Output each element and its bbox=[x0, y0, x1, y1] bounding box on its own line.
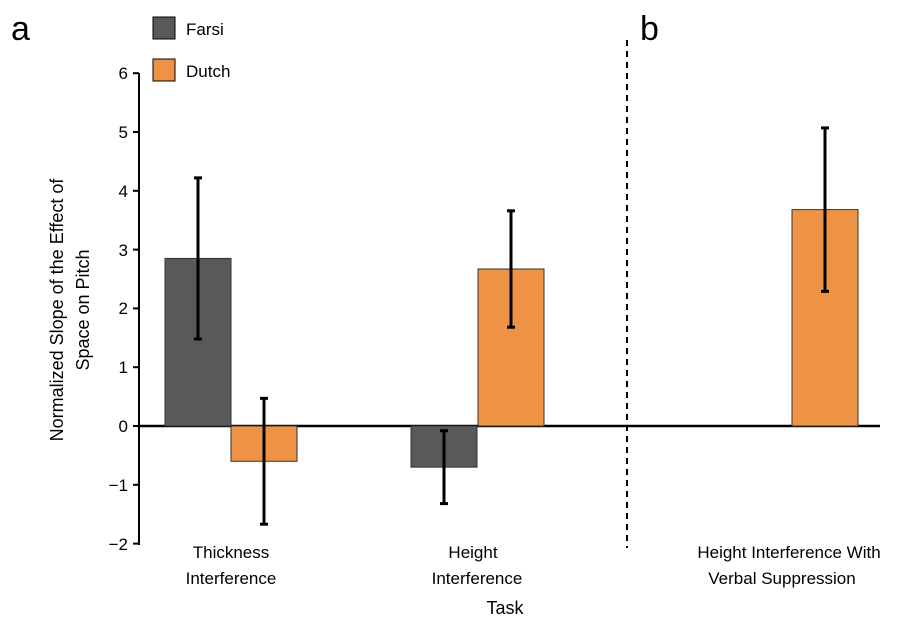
y-tick-label: 2 bbox=[119, 299, 128, 318]
error-bar-dutch bbox=[260, 396, 268, 526]
y-tick-label: 5 bbox=[119, 123, 128, 142]
category-label: Interference bbox=[186, 569, 277, 588]
y-tick-label: 1 bbox=[119, 358, 128, 377]
y-tick-label: 6 bbox=[119, 64, 128, 83]
y-tick-label: −2 bbox=[109, 535, 128, 554]
y-ticks-layer bbox=[133, 72, 139, 545]
bars-layer bbox=[164, 126, 859, 526]
panel-label-a: a bbox=[11, 10, 30, 48]
category-label: Height Interference With bbox=[697, 543, 880, 562]
legend-swatch-farsi bbox=[152, 16, 176, 40]
legend-swatch-dutch bbox=[152, 58, 176, 82]
y-axis-title-line-1: Normalized Slope of the Effect of bbox=[47, 178, 67, 442]
y-tick-label: −1 bbox=[109, 476, 128, 495]
legend: Farsi Dutch bbox=[152, 16, 230, 82]
error-bar-dutch bbox=[821, 126, 829, 293]
legend-label-farsi: Farsi bbox=[186, 20, 224, 39]
y-tick-labels: 6 5 4 3 2 1 0 −1 −2 bbox=[109, 64, 128, 554]
legend-label-dutch: Dutch bbox=[186, 62, 230, 81]
category-label: Thickness bbox=[193, 543, 270, 562]
y-tick-label: 0 bbox=[119, 417, 128, 436]
category-label: Height bbox=[448, 543, 497, 562]
x-axis-title: Task bbox=[486, 598, 524, 618]
category-label: Interference bbox=[432, 569, 523, 588]
error-bar-farsi bbox=[440, 429, 448, 506]
y-axis-title: Normalized Slope of the Effect of Space … bbox=[47, 178, 93, 442]
error-bar-dutch bbox=[507, 209, 515, 329]
bar-dutch bbox=[477, 268, 545, 427]
x-category-labels: Thickness Interference Height Interferen… bbox=[186, 543, 881, 588]
y-tick-label: 3 bbox=[119, 241, 128, 260]
panel-label-b: b bbox=[640, 10, 659, 48]
error-bar-farsi bbox=[194, 176, 202, 341]
y-tick-label: 4 bbox=[119, 182, 128, 201]
category-label: Verbal Suppression bbox=[708, 569, 855, 588]
y-axis-title-line-2: Space on Pitch bbox=[73, 249, 93, 370]
